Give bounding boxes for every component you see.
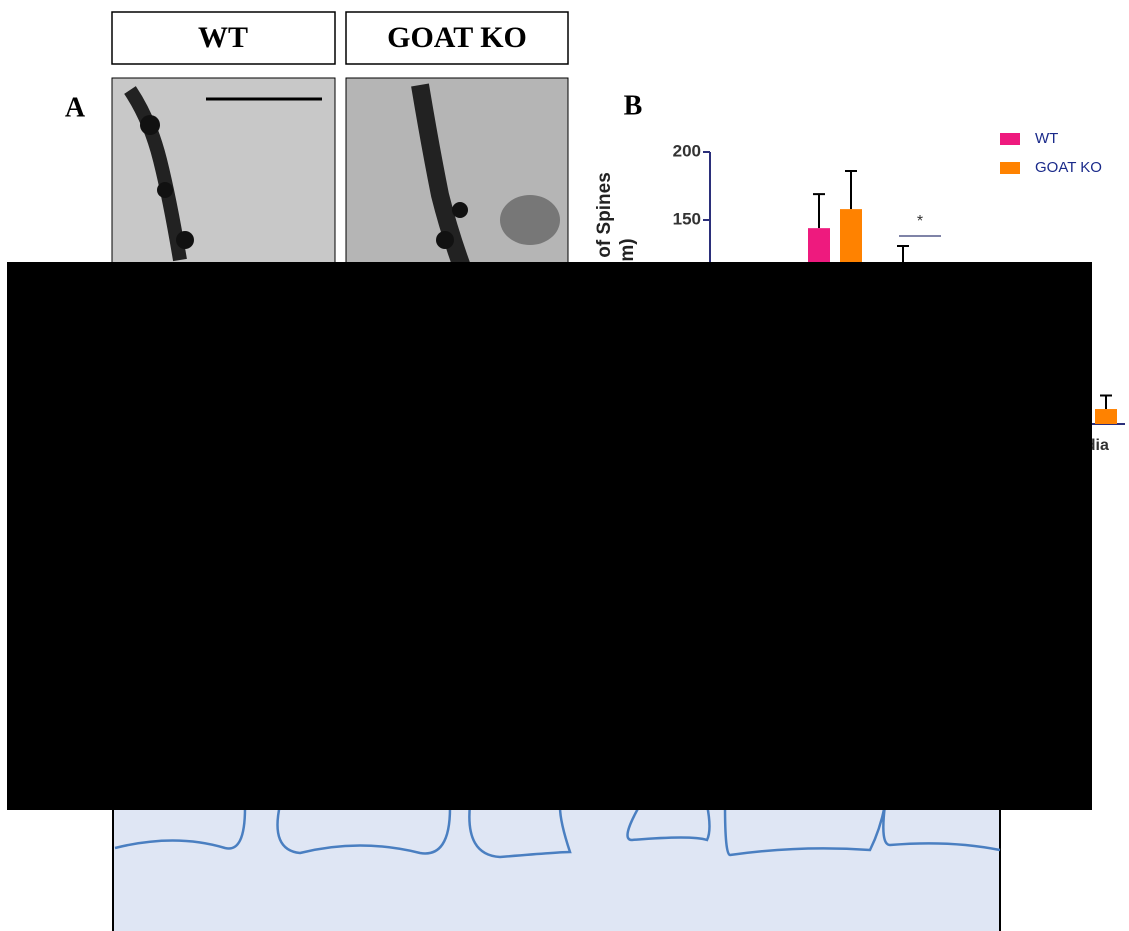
legend-swatch [1000, 133, 1020, 145]
micrograph [111, 77, 336, 279]
y-axis-label: m) [617, 238, 638, 261]
y-tick-label: 200 [673, 141, 701, 160]
error-bar [1100, 394, 1112, 410]
schematic [112, 800, 1001, 931]
header-box [345, 11, 569, 65]
header-box [111, 11, 336, 65]
header-text: WT [198, 21, 248, 54]
panel-label: B [624, 90, 643, 121]
error-bar [897, 245, 909, 262]
y-tick-label: 150 [673, 209, 701, 228]
annotation: * [917, 213, 923, 230]
error-bar [845, 170, 857, 210]
redaction-box [7, 262, 1092, 810]
legend-label: WT [1035, 130, 1058, 147]
legend-label: GOAT KO [1035, 159, 1102, 176]
y-axis-label: of Spines [594, 172, 615, 258]
legend-swatch [1000, 162, 1020, 174]
panel-label: A [65, 92, 86, 123]
header-text: GOAT KO [387, 21, 527, 54]
error-bar [813, 193, 825, 229]
micrograph [345, 77, 569, 279]
bar [1095, 409, 1117, 424]
